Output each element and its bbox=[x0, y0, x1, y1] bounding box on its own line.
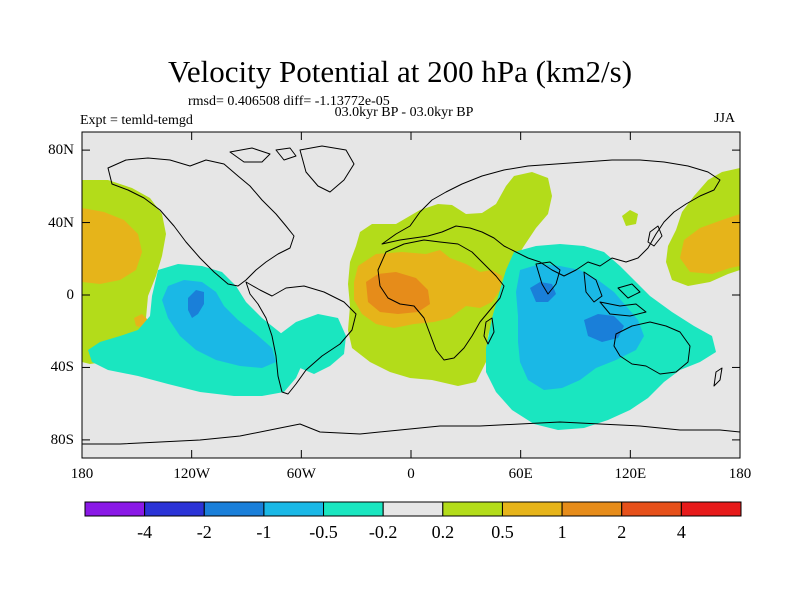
lon-label-60e: 60E bbox=[508, 466, 533, 482]
colorbar-box bbox=[84, 501, 146, 517]
contour-dateline-orange bbox=[82, 208, 142, 284]
coast-arctic-islands bbox=[229, 147, 297, 163]
colorbar-box bbox=[680, 501, 742, 517]
contour-africa-darkorange bbox=[366, 272, 430, 314]
coast-eurasia bbox=[381, 159, 721, 277]
period-subtitle: 03.0kyr BP - 03.0kyr BP bbox=[334, 105, 474, 120]
colorbar-box bbox=[263, 501, 325, 517]
lat-label-80n: 80N bbox=[48, 142, 74, 159]
colorbar-level-label: 0.5 bbox=[491, 522, 514, 542]
lon-label-180: 180 bbox=[70, 466, 94, 482]
axis-ticks bbox=[81, 132, 741, 458]
coast-madagascar bbox=[483, 317, 495, 345]
lon-label-120e: 120E bbox=[614, 466, 647, 482]
colorbar-level-label: -0.5 bbox=[309, 522, 338, 542]
lon-label-60w: 60W bbox=[286, 466, 316, 482]
coast-maritime-continent bbox=[583, 271, 647, 317]
colorbar-level-label: 4 bbox=[676, 522, 686, 542]
contour-east-pacific-blue bbox=[188, 290, 204, 318]
colorbar-level-label: -4 bbox=[137, 522, 153, 542]
contour-small-positive bbox=[622, 210, 638, 226]
contour-indian-ocean-blue-west bbox=[530, 282, 556, 302]
lon-label-180: 180 bbox=[728, 466, 752, 482]
colorbar-box bbox=[621, 501, 682, 517]
lon-label-120w: 120W bbox=[173, 466, 210, 482]
coast-japan bbox=[647, 225, 663, 247]
experiment-label: Expt = temld-temgd bbox=[80, 113, 193, 128]
map-panel bbox=[82, 132, 740, 458]
colorbar-level-label: -0.2 bbox=[368, 522, 398, 542]
colorbar-level-label: -1 bbox=[256, 522, 272, 542]
colorbar bbox=[84, 501, 742, 517]
season-label: JJA bbox=[714, 111, 736, 126]
colorbar-box bbox=[561, 501, 623, 517]
colorbar-level-label: -2 bbox=[196, 522, 212, 542]
coast-greenland bbox=[299, 145, 355, 193]
coast-north-america bbox=[107, 157, 295, 287]
coast-africa bbox=[377, 239, 505, 361]
colorbar-level-label: 1 bbox=[557, 522, 567, 542]
colorbar-box bbox=[323, 501, 384, 517]
colorbar-box bbox=[501, 501, 563, 517]
lat-label-80s: 80S bbox=[50, 431, 74, 448]
coast-australia bbox=[613, 321, 691, 375]
lat-label-40s: 40S bbox=[50, 359, 74, 376]
lon-label-0: 0 bbox=[407, 466, 415, 482]
colorbar-level-label: 2 bbox=[617, 522, 627, 542]
contour-np-orange bbox=[680, 214, 740, 274]
lat-label-0: 0 bbox=[66, 287, 75, 303]
colorbar-box bbox=[144, 501, 205, 517]
coastlines bbox=[82, 145, 740, 445]
colorbar-box bbox=[442, 501, 503, 517]
coast-india bbox=[535, 261, 561, 295]
contour-indian-ocean-blue-east bbox=[584, 314, 624, 342]
coast-south-america bbox=[245, 281, 357, 395]
colorbar-box bbox=[203, 501, 265, 517]
rmsd-diff-stats: rmsd= 0.406508 diff= -1.13772e-05 bbox=[188, 94, 390, 109]
colorbar-box bbox=[382, 501, 444, 517]
coast-antarctica bbox=[82, 421, 740, 445]
coast-new-zealand bbox=[713, 367, 723, 387]
colorbar-level-label: 0.2 bbox=[431, 522, 455, 542]
lat-label-40n: 40N bbox=[48, 214, 74, 231]
contour-south-atlantic-negative bbox=[280, 314, 346, 374]
map-title: Velocity Potential at 200 hPa (km2/s) bbox=[167, 54, 633, 89]
